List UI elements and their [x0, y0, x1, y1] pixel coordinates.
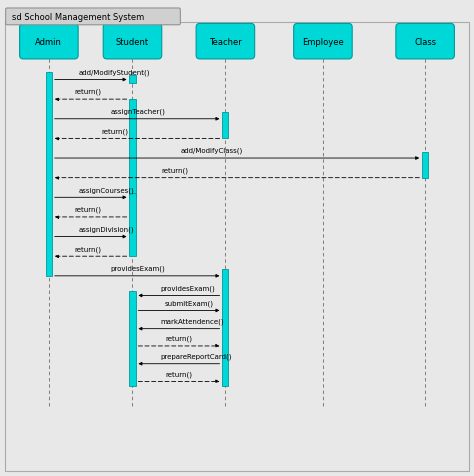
Text: Student: Student — [116, 38, 149, 47]
Bar — [222, 270, 228, 387]
Bar — [129, 291, 136, 387]
Text: return(): return() — [165, 370, 192, 377]
Bar — [129, 100, 136, 198]
Text: return(): return() — [102, 128, 129, 134]
Text: submitExam(): submitExam() — [165, 299, 214, 306]
Text: markAttendence(): markAttendence() — [160, 318, 224, 324]
Bar — [129, 193, 136, 257]
Text: Employee: Employee — [302, 38, 344, 47]
Text: assignCourses(): assignCourses() — [78, 187, 134, 193]
Text: prepareReportCard(): prepareReportCard() — [160, 353, 232, 359]
FancyBboxPatch shape — [196, 24, 255, 60]
Text: add/ModifyStudent(): add/ModifyStudent() — [78, 69, 150, 76]
Text: Class: Class — [414, 38, 436, 47]
Text: return(): return() — [74, 206, 101, 213]
FancyBboxPatch shape — [396, 24, 455, 60]
FancyBboxPatch shape — [6, 9, 180, 26]
FancyBboxPatch shape — [103, 24, 162, 60]
Text: return(): return() — [162, 167, 189, 174]
Text: add/ModifyClass(): add/ModifyClass() — [181, 148, 243, 154]
Text: assignDivision(): assignDivision() — [78, 226, 134, 232]
Text: Admin: Admin — [36, 38, 62, 47]
Text: return(): return() — [165, 335, 192, 342]
Text: providesExam(): providesExam() — [110, 265, 165, 272]
Text: return(): return() — [74, 89, 101, 95]
Bar — [129, 76, 136, 84]
FancyBboxPatch shape — [19, 24, 78, 60]
Bar — [422, 153, 428, 178]
Text: providesExam(): providesExam() — [160, 285, 215, 291]
Bar — [46, 72, 52, 276]
Text: Teacher: Teacher — [209, 38, 242, 47]
Bar — [222, 113, 228, 139]
Text: assignTeacher(): assignTeacher() — [110, 109, 165, 115]
Text: return(): return() — [74, 246, 101, 252]
Text: sd School Management System: sd School Management System — [12, 13, 144, 22]
FancyBboxPatch shape — [294, 24, 352, 60]
